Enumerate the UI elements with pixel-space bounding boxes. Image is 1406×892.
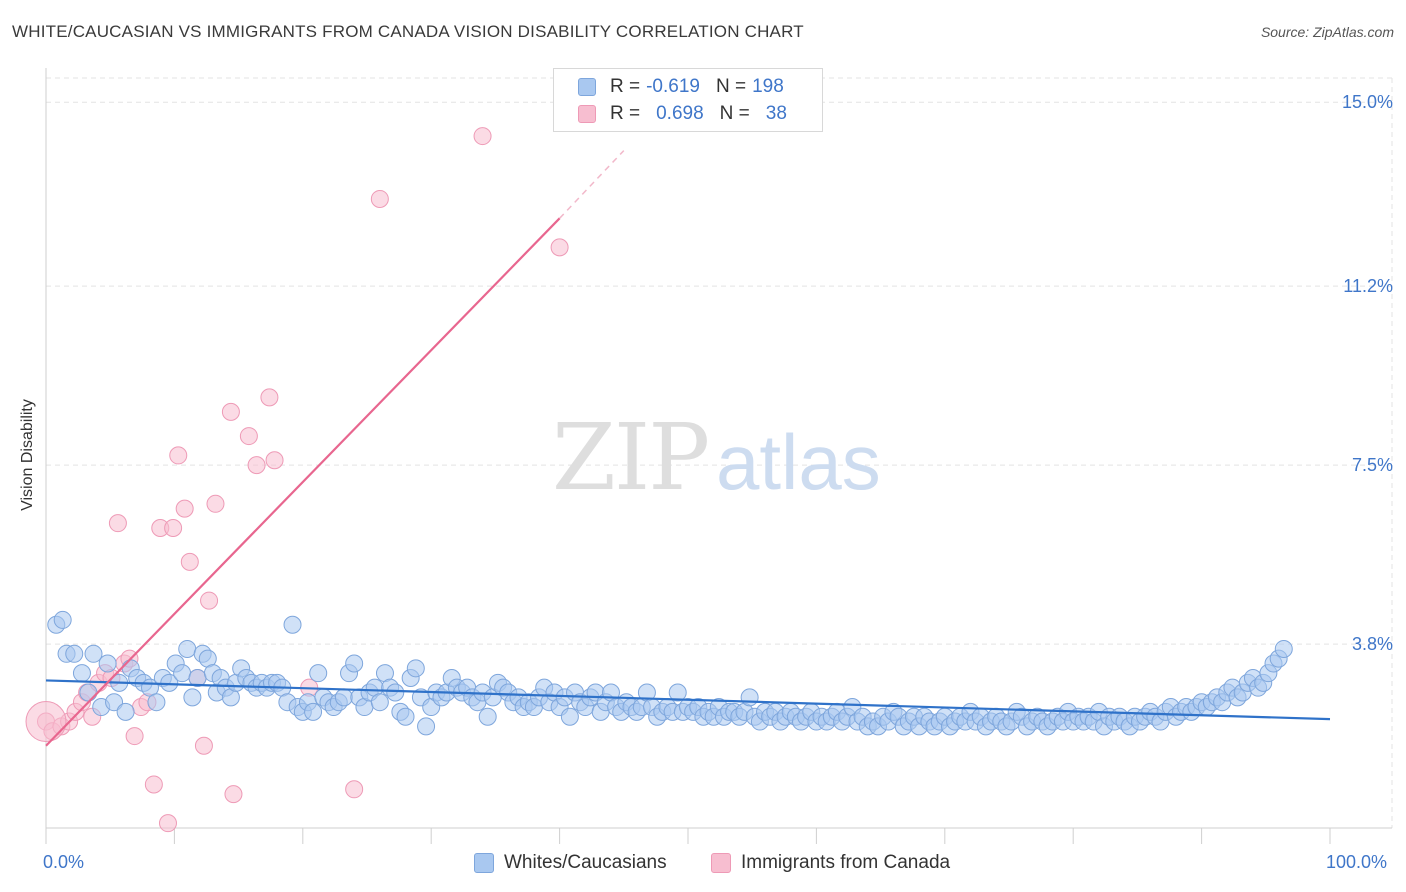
trend-line-whites [45, 679, 1331, 721]
legend-item-whites[interactable]: Whites/Caucasians [474, 852, 667, 874]
pink-point [550, 238, 569, 257]
pink-point [144, 775, 163, 794]
r-label: R = [610, 103, 641, 124]
pink-point [180, 552, 199, 571]
y-tick-labels: 3.8% 7.5% 11.2% 15.0% [1342, 92, 1393, 654]
chart-title: WHITE/CAUCASIAN VS IMMIGRANTS FROM CANAD… [12, 22, 804, 41]
pink-point [260, 388, 279, 407]
blue-point [668, 683, 687, 702]
blue-point [283, 615, 302, 634]
blue-point [304, 702, 323, 721]
pink-point [247, 456, 266, 475]
pink-point [265, 451, 284, 470]
blue-point [345, 654, 364, 673]
r-value-canada: 0.698 [656, 103, 704, 124]
y-tick-label: 11.2% [1343, 276, 1393, 296]
pink-point [473, 127, 492, 146]
blue-point [417, 717, 436, 736]
watermark: ZIP atlas [552, 404, 881, 511]
x-tick-label-max: 100.0% [1326, 852, 1388, 872]
x-tick-label-min: 0.0% [43, 852, 85, 872]
pink-point-large [25, 701, 67, 743]
grid-layer [46, 77, 1393, 828]
blue-point [406, 659, 425, 678]
blue-point [1274, 639, 1293, 658]
stats-legend: R = -0.619 N = 198 R = 0.698 N = 38 [553, 68, 823, 132]
blue-point [396, 707, 415, 726]
blue-point [334, 688, 353, 707]
blue-point [105, 693, 124, 712]
legend-label-whites: Whites/Caucasians [504, 852, 667, 873]
pink-point [206, 494, 225, 513]
y-tick-label: 3.8% [1352, 634, 1393, 654]
pink-point [200, 591, 219, 610]
blue-point [72, 664, 91, 683]
y-tick-label: 7.5% [1352, 455, 1393, 475]
n-label: N = [719, 103, 750, 124]
blue-point [740, 688, 759, 707]
blue-point [183, 688, 202, 707]
blue-point [147, 693, 166, 712]
blue-point [116, 702, 135, 721]
trend-layer [45, 150, 1331, 747]
blue-point [65, 644, 84, 663]
pink-point [125, 727, 144, 746]
blue-point [478, 707, 497, 726]
trend-line-canada [45, 217, 561, 747]
blue-point [309, 664, 328, 683]
pink-point [224, 785, 243, 804]
stats-legend-row-canada: R = 0.698 N = 38 [578, 101, 787, 127]
pink-point [221, 402, 240, 421]
trend-line-canada-extension [559, 150, 625, 219]
source-attribution: Source: ZipAtlas.com [1260, 24, 1394, 40]
pink-point [169, 446, 188, 465]
n-value-canada: 38 [765, 103, 787, 124]
pink-point [175, 499, 194, 518]
stats-legend-row-whites: R = -0.619 N = 198 [578, 74, 784, 100]
pink-points-layer [25, 127, 569, 833]
pink-point [370, 189, 389, 208]
watermark-atlas: atlas [716, 418, 881, 506]
blue-point [560, 707, 579, 726]
pink-point [345, 780, 364, 799]
blue-point [84, 644, 103, 663]
pink-point [158, 814, 177, 833]
n-label: N = [715, 76, 747, 97]
pink-point [239, 427, 258, 446]
legend-label-canada: Immigrants from Canada [741, 852, 951, 873]
pink-swatch-icon [578, 105, 596, 123]
blue-points-layer [47, 610, 1293, 736]
r-value-whites: -0.619 [646, 76, 700, 97]
pink-point [164, 519, 183, 537]
blue-swatch-icon [474, 853, 494, 873]
blue-point [79, 683, 98, 702]
series-legend: Whites/Caucasians Immigrants from Canada [0, 852, 1406, 876]
r-label: R = [610, 76, 641, 97]
watermark-zip: ZIP [552, 404, 708, 511]
blue-point [386, 683, 405, 702]
y-tick-label: 15.0% [1342, 92, 1393, 112]
blue-point [53, 610, 72, 629]
pink-point [108, 514, 127, 533]
blue-point [173, 664, 192, 683]
legend-item-canada[interactable]: Immigrants from Canada [711, 852, 950, 874]
blue-point [98, 654, 117, 673]
blue-swatch-icon [578, 78, 596, 96]
blue-point [178, 639, 197, 658]
n-value-whites: 198 [752, 76, 784, 97]
blue-point [370, 693, 389, 712]
y-axis-label: Vision Disability [19, 399, 36, 511]
pink-point [194, 736, 213, 755]
pink-swatch-icon [711, 853, 731, 873]
